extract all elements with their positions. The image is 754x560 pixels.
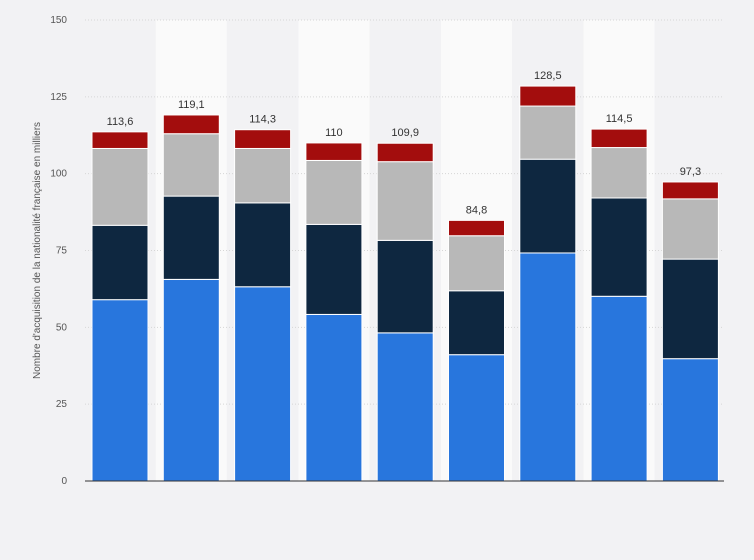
bar-total-label: 113,6 xyxy=(107,116,134,128)
bar-segment-s3 xyxy=(234,147,292,204)
bar-total-label: 109,9 xyxy=(391,127,419,139)
bar-segment-s1 xyxy=(234,286,292,482)
bar-segment-s3 xyxy=(519,105,577,160)
bar-segment-s4 xyxy=(376,142,434,163)
bar-segment-s3 xyxy=(91,147,149,226)
bar-total-label: 97,3 xyxy=(680,166,701,178)
y-axis-ticks: 0 25 50 75 100 125 150 xyxy=(50,15,67,487)
bar-segment-s4 xyxy=(661,181,719,200)
bar-segment-s3 xyxy=(376,161,434,241)
y-tick-label: 75 xyxy=(56,246,68,257)
bar-segment-s4 xyxy=(448,219,505,237)
bar-segment-s1 xyxy=(590,295,648,482)
bar-segment-s4 xyxy=(91,131,149,149)
bar-segment-s1 xyxy=(661,358,719,482)
bar-segment-s1 xyxy=(376,332,434,482)
y-tick-label: 150 xyxy=(50,15,67,26)
bar-segment-s3 xyxy=(162,133,220,197)
bar-segment-s3 xyxy=(448,235,505,292)
y-tick-label: 0 xyxy=(61,476,67,487)
y-tick-label: 100 xyxy=(50,169,67,180)
bar-segment-s2 xyxy=(519,158,577,254)
bar-segment-s1 xyxy=(519,252,577,482)
bar-segment-s3 xyxy=(305,159,363,225)
bars xyxy=(91,85,719,482)
y-tick-label: 125 xyxy=(50,92,67,103)
bar-segment-s1 xyxy=(162,278,220,482)
bar-segment-s1 xyxy=(305,313,363,482)
bar-segment-s2 xyxy=(234,202,292,288)
bar-segment-s4 xyxy=(519,85,577,107)
bar-total-label: 84,8 xyxy=(466,204,487,216)
bar-segment-s4 xyxy=(234,129,292,149)
bar-segment-s2 xyxy=(305,223,363,315)
bar-segment-s2 xyxy=(590,197,648,297)
bar-segment-s2 xyxy=(448,290,505,356)
bar-segment-s3 xyxy=(590,147,648,199)
bar-segment-s2 xyxy=(376,239,434,334)
y-axis-title: Nombre d'acquisition de la nationalité f… xyxy=(32,122,43,379)
bar-total-label: 114,3 xyxy=(249,114,276,126)
bar-total-label: 128,5 xyxy=(534,70,562,82)
bar-segment-s1 xyxy=(91,299,149,482)
bar-segment-s1 xyxy=(448,354,505,482)
bar-segment-s4 xyxy=(162,114,220,135)
bar-segment-s2 xyxy=(661,258,719,360)
bar-segment-s3 xyxy=(661,198,719,260)
y-tick-label: 25 xyxy=(56,399,68,410)
bar-segment-s2 xyxy=(91,224,149,301)
total-labels: 113,6 119,1 114,3 110 109,9 84,8 128,5 114,5 97,… xyxy=(107,70,701,216)
bar-segment-s4 xyxy=(305,142,363,161)
y-tick-label: 50 xyxy=(56,322,68,333)
bar-segment-s4 xyxy=(590,128,648,149)
bar-total-label: 110 xyxy=(325,127,343,139)
bar-segment-s2 xyxy=(162,195,220,280)
bar-total-label: 114,5 xyxy=(606,113,633,125)
bar-total-label: 119,1 xyxy=(178,99,205,111)
